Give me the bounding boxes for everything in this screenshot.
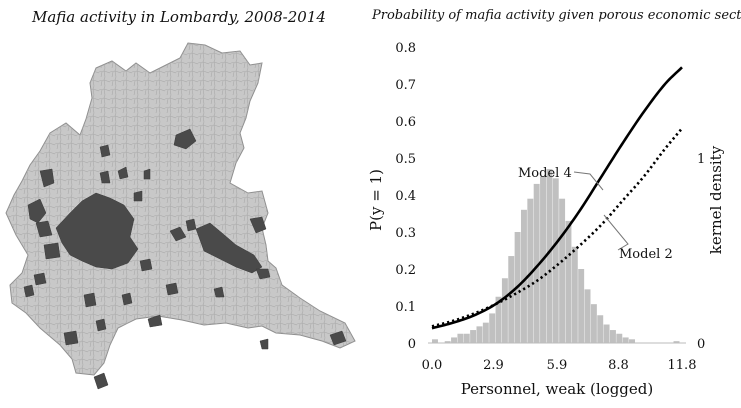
y-tick-label: 0.5 [395,152,416,167]
y-tick-label: 0 [408,337,416,352]
y-tick-label: 0.2 [395,263,416,278]
histogram-bar [546,169,553,343]
histogram-bar [457,333,464,343]
histogram-bar [489,313,496,343]
histogram-bar [463,333,470,343]
histogram-bar [495,296,502,343]
histogram-bar [565,220,572,343]
histogram-bar [482,322,489,343]
chart-labels: 0 0.1 0.2 0.3 0.4 0.5 0.6 0.7 0.8 0.0 2.9 5.9 8.8 11.… [367,41,725,398]
chart-lines [431,66,683,330]
histogram-bar [590,304,597,343]
histogram-bar [444,341,451,343]
x-tick-label: 8.8 [608,358,629,373]
map-title: Mafia activity in Lombardy, 2008-2014 [32,8,326,26]
histogram-bar [673,341,680,343]
y-tick-label: 0.1 [395,300,416,315]
annotation-leader-model-2 [603,214,629,251]
y-tick-label: 0.8 [395,41,416,56]
x-tick-label: 5.9 [547,358,568,373]
histogram-bar [616,333,623,343]
histogram-bar [584,289,591,343]
histogram-bar [559,198,566,343]
histogram-bar [629,339,635,343]
histogram-bar [533,183,540,343]
histogram-bar [432,339,438,343]
histogram-bar [571,246,578,343]
histogram-bar [508,256,515,343]
annotation-leader-model-4 [573,171,604,191]
histogram-bar [501,278,508,343]
mafia-municipalities [23,128,347,390]
y-tick-label: 0.4 [395,189,416,204]
x-tick-label: 2.9 [483,358,504,373]
histogram-bar [597,315,604,343]
annotation-model-2: Model 2 [619,247,673,262]
y-tick-label: 0.7 [395,78,416,93]
chart-title: Probability of mafia activity given poro… [372,8,741,23]
y-tick-label: 0.6 [395,115,416,130]
milan-cluster [55,192,139,270]
histogram-bar [609,330,616,343]
histogram-bar [520,209,527,343]
histogram-bar [476,326,483,343]
annotation-model-4: Model 4 [518,166,572,181]
y-axis-label: P(y = 1) [367,169,385,231]
right-tick-label: 1 [697,152,705,167]
histogram-bar [451,337,458,343]
lombardy-map [5,42,356,390]
histogram-bar [578,269,585,343]
x-tick-label: 0.0 [422,358,443,373]
series-line-model-2 [431,127,683,328]
histogram-bar [622,337,629,343]
y-tick-label: 0.3 [395,226,416,241]
x-tick-label: 11.8 [668,358,697,373]
right-axis-label: kernel density [707,145,725,254]
x-axis-label: Personnel, weak (logged) [461,380,653,398]
histogram-bar [470,330,477,343]
histogram-bar [527,198,534,343]
series-line-model-4 [431,66,683,330]
histogram-bar [552,178,559,343]
histogram-bar [603,324,610,343]
right-tick-label: 0 [697,337,705,352]
